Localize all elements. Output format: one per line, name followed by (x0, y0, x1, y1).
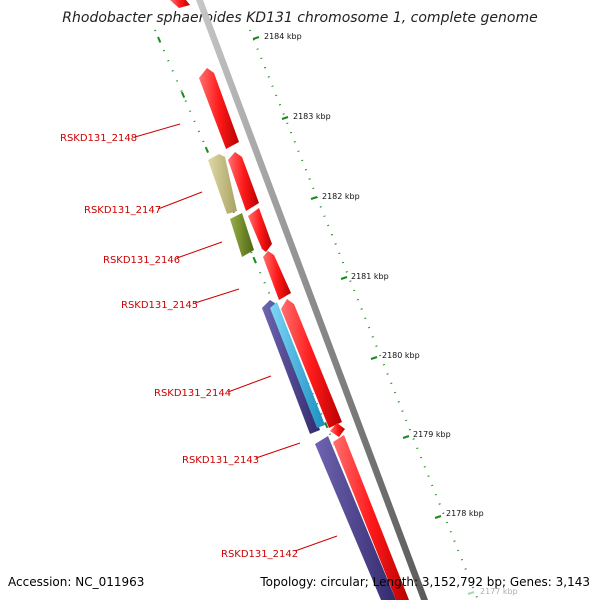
gene-forward-2147 (228, 152, 259, 211)
accession-text: Accession: NC_011963 (8, 575, 145, 589)
gene-label-2142: RSKD131_2142 (221, 535, 338, 560)
gene-label-2146: RSKD131_2146 (103, 241, 223, 266)
scale-tick-2183: 2183 kbp (281, 112, 331, 121)
gene-reverse-2146 (230, 213, 254, 257)
map-title: Rhodobacter sphaeroides KD131 chromosome… (62, 10, 538, 26)
scale-tick-2179: 2179 kbp (402, 430, 451, 439)
scale-tick-2184: 2184 kbp (252, 32, 302, 41)
gene-label-text: RSKD131_2145 (121, 300, 198, 311)
scale-tick-2182: 2182 kbp (310, 192, 360, 201)
tick-label: 2179 kbp (413, 430, 451, 439)
gene-label-text: RSKD131_2142 (221, 549, 298, 560)
topology-text: Topology: circular; Length: 3,152,792 bp… (260, 575, 590, 589)
gene-label-text: RSKD131_2146 (103, 255, 180, 266)
gene-label-text: RSKD131_2144 (154, 388, 231, 399)
gene-label-2147: RSKD131_2147 (84, 191, 203, 216)
scale-tick-2181: 2181 kbp (340, 272, 389, 281)
gene-forward-2143 (330, 423, 345, 437)
gene-reverse-2143 (315, 436, 396, 600)
gene-label-2145: RSKD131_2145 (121, 288, 240, 311)
scale-tick-2180: 2180 kbp (370, 351, 420, 360)
gene-label-text: RSKD131_2143 (182, 455, 259, 466)
gene-label-text: RSKD131_2148 (60, 133, 137, 144)
tick-label: 2178 kbp (446, 509, 484, 518)
scale-tick-2177: 2177 kbp (467, 587, 518, 596)
gene-forward-top (170, 0, 190, 8)
gene-forward-2145 (263, 251, 291, 300)
gene-forward-2146 (248, 208, 272, 252)
gene-reverse-2144-blue (262, 300, 320, 434)
gene-label-2144: RSKD131_2144 (154, 375, 272, 399)
gene-reverse-2147 (208, 154, 237, 214)
genome-backbone (196, 0, 428, 600)
tick-label: 2181 kbp (351, 272, 389, 281)
tick-label: 2177 kbp (480, 587, 518, 596)
gene-reverse-2144-cyan (270, 302, 325, 428)
gene-label-text: RSKD131_2147 (84, 205, 161, 216)
gene-forward-2148 (199, 68, 239, 149)
tick-label: 2180 kbp (382, 351, 420, 360)
tick-label: 2184 kbp (264, 32, 302, 41)
gene-forward-2142 (333, 435, 409, 600)
tick-label: 2182 kbp (322, 192, 360, 201)
scale-tick-2178: 2178 kbp (434, 509, 484, 519)
tick-label: 2183 kbp (293, 112, 331, 121)
gene-forward-2144 (281, 299, 342, 428)
gene-label-2148: RSKD131_2148 (60, 123, 181, 144)
gene-label-2143: RSKD131_2143 (182, 442, 301, 466)
